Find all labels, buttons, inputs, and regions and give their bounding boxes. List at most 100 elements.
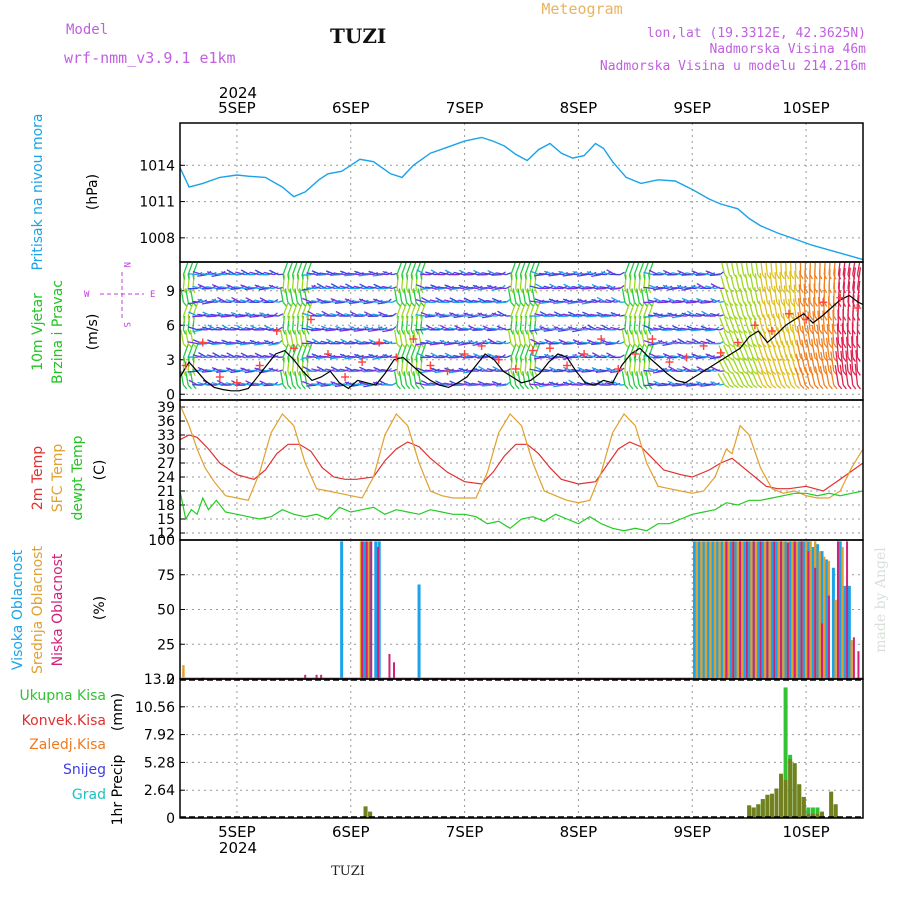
wind-barb-tip [743,384,749,389]
wind-barb [754,273,759,289]
wind-barb-tip [282,288,286,294]
wind-barb [761,342,768,358]
wind-barb-tip [392,286,398,290]
wind-barb [605,343,616,346]
wind-barb-tip [296,343,302,348]
wind-barb [633,262,640,275]
wind-barb [676,299,687,303]
wind-barb [662,352,673,359]
wind-barb [803,284,806,303]
wind-barb [280,288,284,303]
wind-barb [719,289,726,303]
wind-barb [801,325,806,344]
wind-barb [766,341,773,358]
wind-barb [454,325,464,331]
wind-barb [567,356,578,359]
low-cloud-bar [365,541,368,679]
wind-barb-tip [799,288,804,293]
wind-barb-tip [624,315,627,322]
conv-precip-bar [810,813,815,818]
wind-barb [624,262,631,275]
wind-barb-tip [747,356,753,362]
wind-barb-tip [282,384,287,390]
date-label-bottom-5: 10SEP [783,823,830,841]
wind-barb [378,311,388,317]
wind-barb [812,297,816,317]
wind-barb [477,327,488,331]
mid-cloud-bar [359,541,363,679]
wind-barb-tip [752,356,758,362]
wind-barb-tip [534,384,539,390]
wind-barb [216,311,227,317]
wind-barb [562,381,573,386]
wind-barb [790,367,797,386]
wind-barb-tip [837,288,842,294]
wind-barb [296,262,303,275]
wind-barb [539,325,550,331]
wind-barb [736,371,745,386]
low-cloud-bar [393,662,396,679]
date-label-bottom-0: 5SEP [218,823,256,841]
wind-barb [830,337,835,358]
low-cloud-bar [827,595,830,679]
wind-barb [529,300,540,303]
wind-barb [430,269,441,276]
wind-barb [330,313,341,317]
wind-barb-tip [638,274,641,280]
wind-barb [220,369,231,372]
mid-cloud-bar [736,541,739,679]
wind-barb [289,371,294,386]
wind-barb [302,380,312,386]
wind-barb [291,262,298,275]
wind-barb [325,329,336,332]
wind-barb [264,325,274,331]
wind-barb [189,329,194,344]
wind-barb [700,340,711,345]
wind-barb [259,297,270,303]
wind-barb-tip [818,329,823,335]
wind-barb [524,302,531,317]
wind-barb [606,352,616,359]
wind-barb [626,371,631,386]
wind-barb [657,370,668,372]
wind-barb [287,302,294,317]
wind-barb [230,370,241,374]
wind-barb-tip [187,329,191,335]
year-label-top: 2024 [219,84,257,102]
wind-barb-tip [405,315,409,322]
wind-barb [595,273,606,276]
wind-barb [648,299,659,303]
wind-barb-tip [842,274,846,280]
wind-barb [284,329,289,344]
wind-barb [225,299,236,303]
wind-barb [640,371,645,386]
wind-barb-tip [624,301,629,307]
wind-barb-tip [396,274,399,280]
wind-barb [216,370,227,373]
wind-barb-tip [809,288,814,294]
wind-barb [696,297,706,303]
wind-barb-tip [856,274,860,280]
wind-barb [648,352,659,359]
wind-barb [749,287,754,303]
wind-barb-tip [273,341,279,345]
wind-barb [349,355,360,359]
wind-barb [254,352,265,359]
wind-barb [562,343,573,345]
wind-barb-tip [306,370,310,377]
wind-barb [372,343,383,345]
wind-barb [254,299,265,303]
wind-barb [373,298,383,303]
wind-barb [621,288,626,303]
wind-barb [794,367,802,386]
wind-barb [330,298,341,303]
wind-barb [700,301,711,304]
high-cloud-bar [362,541,366,679]
wind-barb [486,383,497,386]
legend-hail: Grad [72,787,106,803]
wind-barb-tip [856,288,861,294]
low-cloud-bar [320,674,323,679]
wind-barb [519,262,526,275]
wind-barb [315,327,326,331]
wind-barb [722,372,730,386]
